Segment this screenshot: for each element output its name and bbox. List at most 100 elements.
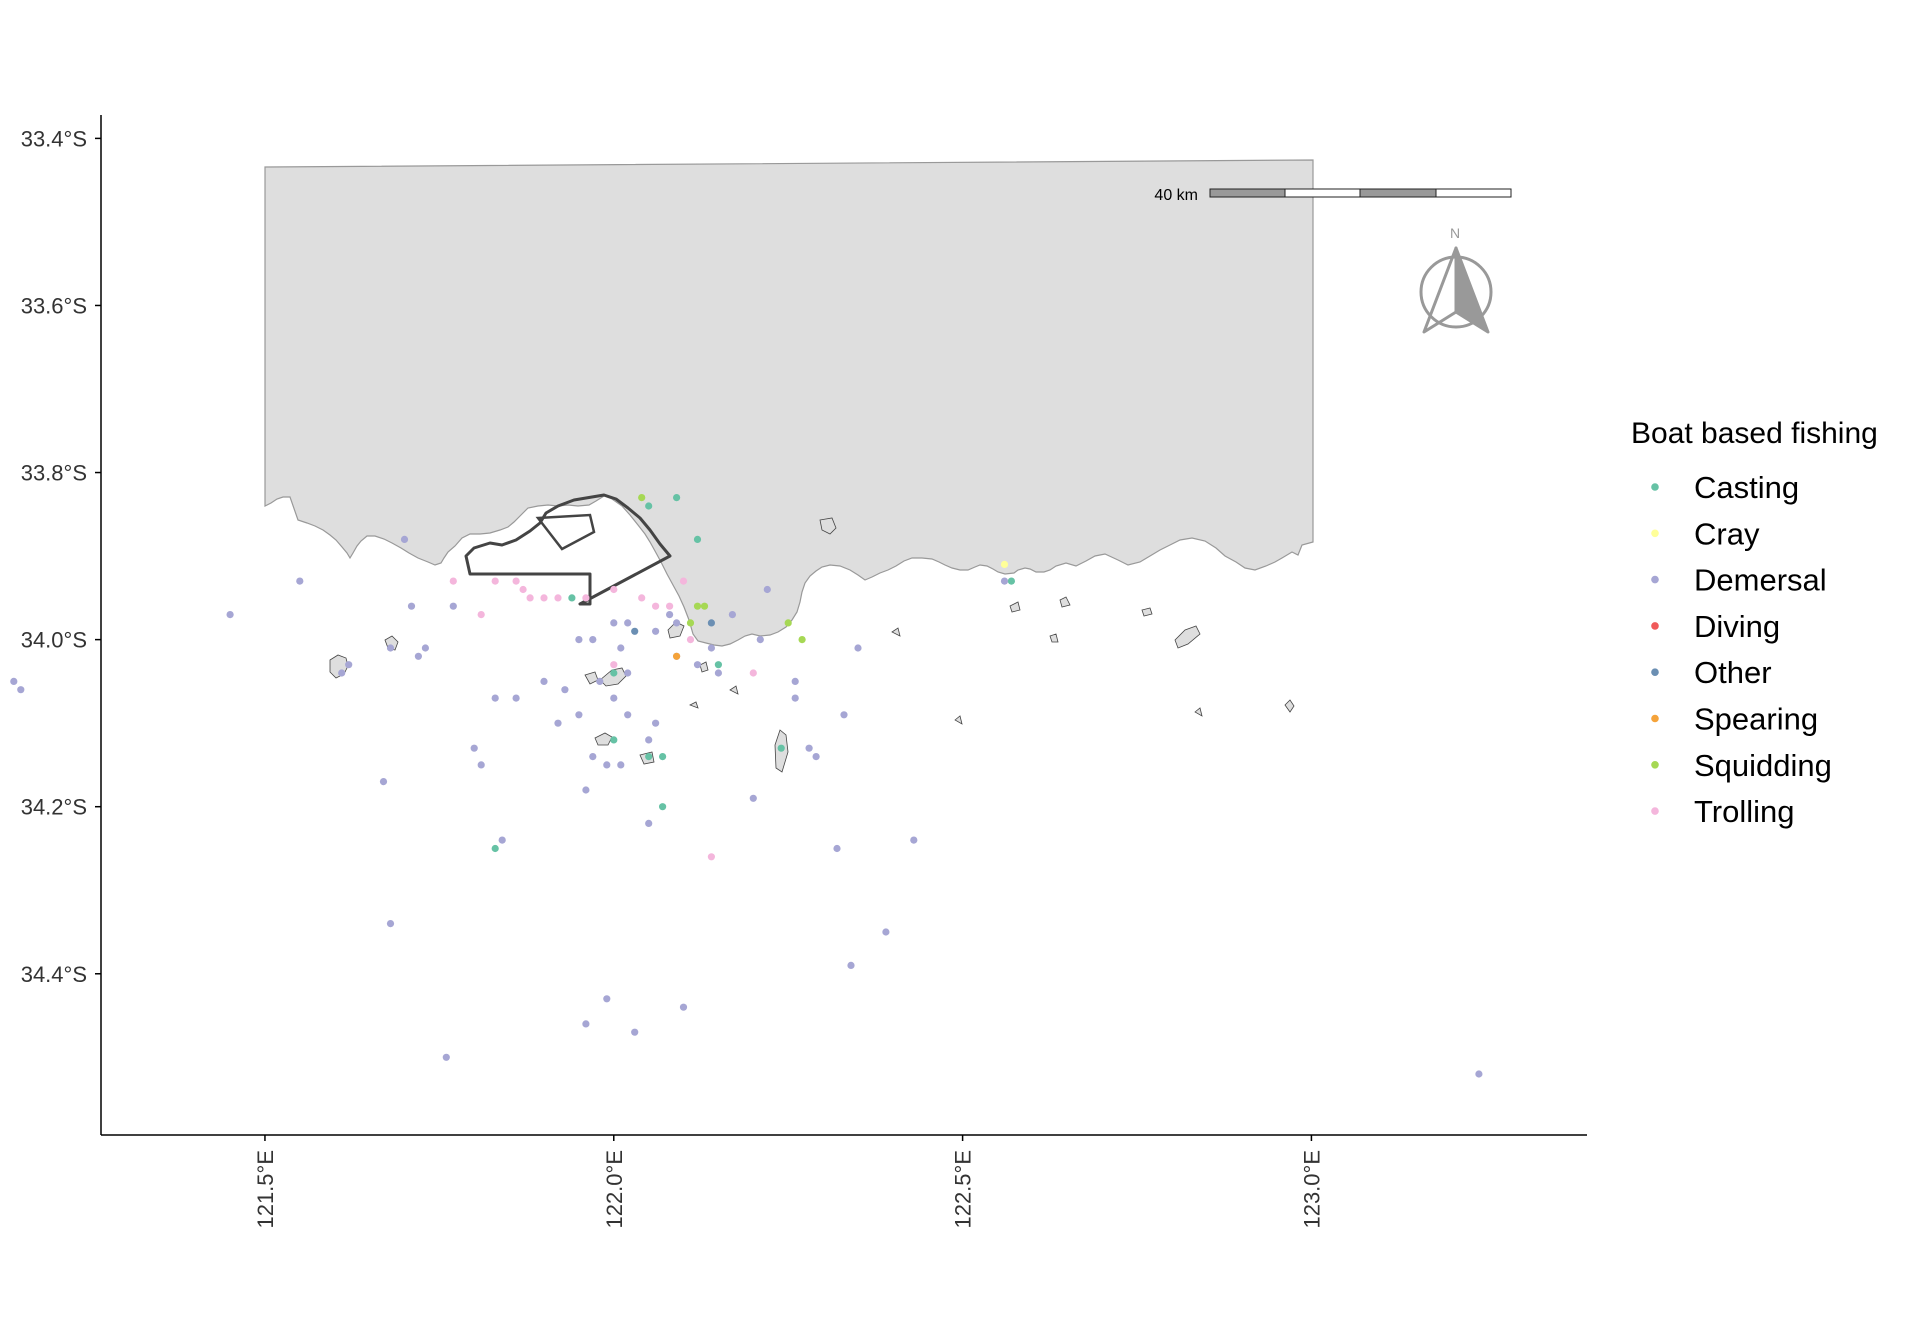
- scale-bar-segment: [1284, 188, 1361, 198]
- legend-label-demersal: Demersal: [1694, 563, 1827, 598]
- point-demersal: [652, 719, 660, 727]
- point-casting: [491, 844, 499, 853]
- point-demersal: [673, 619, 681, 627]
- point-casting: [610, 736, 618, 744]
- legend-key-demersal: [1651, 575, 1659, 584]
- point-demersal: [407, 602, 416, 610]
- point-casting: [777, 744, 785, 752]
- legend-label-diving: Diving: [1694, 609, 1780, 644]
- scale-bar-label: 40 km: [1154, 187, 1198, 204]
- point-demersal: [624, 669, 632, 677]
- point-cray: [1000, 560, 1009, 569]
- point-demersal: [379, 778, 388, 786]
- point-casting: [693, 535, 702, 544]
- point-demersal: [693, 661, 702, 669]
- point-casting: [1007, 577, 1016, 585]
- x-ticks: 121.5°E 122.0°E 122.5°E 123.0°E: [253, 1135, 1324, 1229]
- island: [1049, 633, 1059, 643]
- legend: Boat based fishing Casting Cray Demersal Di…: [1631, 417, 1878, 829]
- legend-label-other: Other: [1694, 655, 1772, 690]
- point-demersal: [756, 636, 764, 644]
- island: [891, 627, 901, 637]
- island: [1194, 707, 1203, 717]
- point-casting: [714, 661, 723, 669]
- y-tick-label: 34.0°S: [21, 628, 87, 653]
- point-demersal: [400, 535, 409, 544]
- point-demersal: [582, 1020, 590, 1028]
- point-trolling: [652, 602, 660, 610]
- island: [1284, 699, 1295, 713]
- point-trolling: [638, 594, 646, 602]
- point-demersal: [296, 577, 304, 585]
- point-trolling: [686, 636, 695, 644]
- point-demersal: [631, 1028, 639, 1036]
- x-tick-label: 122.5°E: [951, 1150, 976, 1229]
- point-trolling: [610, 585, 618, 594]
- point-squidding: [638, 494, 646, 502]
- points-layer: [10, 494, 1483, 1078]
- point-squidding: [693, 602, 702, 610]
- point-demersal: [596, 677, 604, 686]
- point-demersal: [589, 753, 597, 761]
- y-tick-label: 33.8°S: [21, 461, 87, 486]
- y-tick-label: 34.2°S: [21, 795, 87, 820]
- island: [1141, 607, 1153, 617]
- legend-title: Boat based fishing: [1631, 417, 1878, 450]
- point-demersal: [414, 652, 422, 660]
- point-demersal: [603, 761, 611, 769]
- point-squidding: [700, 602, 709, 610]
- point-demersal: [652, 627, 660, 635]
- point-demersal: [617, 761, 625, 769]
- legend-key-trolling: [1651, 807, 1659, 815]
- point-demersal: [728, 611, 737, 619]
- point-demersal: [617, 644, 625, 652]
- point-demersal: [449, 602, 457, 610]
- point-trolling: [519, 585, 527, 594]
- point-casting: [645, 502, 653, 510]
- point-demersal: [645, 819, 653, 828]
- point-squidding: [686, 619, 695, 627]
- y-tick-label: 33.6°S: [21, 293, 87, 318]
- point-casting: [659, 803, 667, 811]
- point-demersal: [386, 920, 395, 928]
- point-squidding: [798, 636, 806, 644]
- point-trolling: [749, 669, 757, 677]
- point-casting: [568, 594, 576, 602]
- island: [689, 701, 699, 709]
- legend-key-cray: [1651, 529, 1659, 538]
- island: [1059, 596, 1071, 608]
- point-trolling: [582, 594, 590, 602]
- scale-bar: 40 km: [1154, 187, 1512, 204]
- point-demersal: [763, 585, 771, 594]
- legend-label-cray: Cray: [1694, 516, 1760, 551]
- point-demersal: [679, 1003, 688, 1011]
- point-demersal: [603, 995, 611, 1003]
- point-demersal: [540, 677, 548, 686]
- point-trolling: [477, 611, 485, 619]
- point-casting: [659, 753, 667, 761]
- point-demersal: [812, 753, 820, 761]
- point-demersal: [645, 736, 653, 744]
- point-demersal: [666, 611, 674, 619]
- scale-bar-segment: [1209, 188, 1286, 198]
- x-tick-label: 123.0°E: [1299, 1150, 1324, 1229]
- point-trolling: [449, 577, 457, 585]
- legend-key-squidding: [1651, 761, 1659, 769]
- point-spearing: [673, 652, 681, 660]
- point-casting: [610, 669, 618, 677]
- point-demersal: [575, 711, 583, 719]
- legend-label-spearing: Spearing: [1694, 702, 1818, 737]
- point-demersal: [442, 1053, 450, 1061]
- marine-park-inner-zone: [535, 513, 596, 551]
- point-demersal: [512, 694, 520, 702]
- point-demersal: [589, 636, 597, 644]
- legend-items: Casting Cray Demersal Diving Other Spearing Sq…: [1651, 470, 1832, 829]
- point-demersal: [805, 744, 813, 752]
- island: [1174, 625, 1201, 649]
- y-tick-label: 33.4°S: [21, 126, 87, 151]
- point-demersal: [610, 694, 618, 702]
- x-tick-label: 121.5°E: [253, 1150, 278, 1229]
- point-demersal: [554, 719, 562, 727]
- point-trolling: [707, 853, 716, 861]
- x-tick-label: 122.0°E: [602, 1150, 627, 1229]
